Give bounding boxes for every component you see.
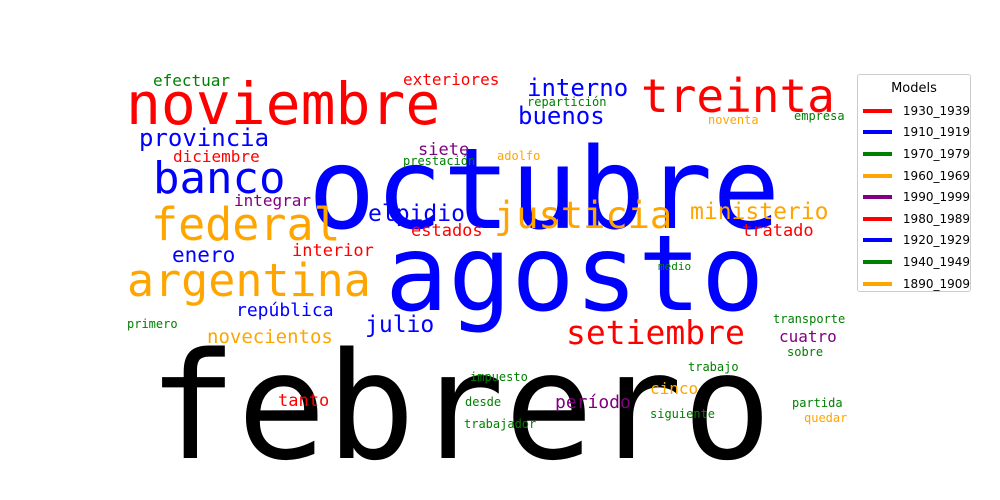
word-febrero: febrero	[148, 321, 772, 493]
word-adolfo: adolfo	[497, 149, 540, 163]
word-justicia: justicia	[494, 194, 672, 237]
legend-label: 1960_1969	[902, 168, 970, 183]
word-sobre: sobre	[787, 345, 823, 359]
legend-swatch	[863, 259, 892, 264]
word-agosto: agosto	[385, 213, 764, 335]
legend-entry: 1970_1979	[858, 143, 970, 165]
legend-entry: 1940_1949	[858, 251, 970, 273]
word-diciembre: diciembre	[173, 147, 260, 166]
word-setiembre: setiembre	[566, 313, 745, 352]
word-prestación: prestación	[403, 154, 475, 168]
word-quedar: quedar	[804, 411, 847, 425]
legend: Models 1930_1939 1910_1919 1970_1979 1960_1…	[857, 74, 971, 292]
word-transporte: transporte	[773, 312, 845, 326]
legend-label: 1910_1919	[902, 125, 970, 140]
legend-entry: 1910_1919	[858, 122, 970, 144]
legend-entry: 1960_1969	[858, 165, 970, 187]
legend-label: 1930_1939	[902, 103, 970, 118]
word-repartición: repartición	[527, 95, 606, 109]
legend-swatch	[863, 281, 892, 286]
legend-swatch	[863, 173, 892, 178]
word-integrar: integrar	[234, 191, 311, 210]
legend-entry: 1890_1909	[858, 273, 970, 295]
word-banco: banco	[153, 153, 285, 204]
word-octubre: octubre	[308, 125, 780, 255]
word-elpidio: elpidio	[368, 201, 465, 227]
legend-title: Models	[891, 81, 937, 96]
legend-swatch	[863, 151, 892, 156]
legend-entry: 1980_1989	[858, 208, 970, 230]
word-trabajador: trabajador	[464, 417, 536, 431]
word-interior: interior	[292, 241, 374, 261]
legend-label: 1890_1909	[902, 276, 970, 291]
word-noviembre: noviembre	[126, 70, 440, 138]
word-treinta: treinta	[641, 69, 835, 123]
word-federal: federal	[151, 198, 341, 251]
word-empresa: empresa	[794, 109, 845, 123]
legend-label: 1940_1949	[902, 254, 970, 269]
legend-label: 1980_1989	[902, 211, 970, 226]
legend-label: 1920_1929	[902, 233, 970, 248]
legend-swatch	[863, 195, 892, 200]
word-exteriores: exteriores	[403, 70, 499, 89]
word-provincia: provincia	[139, 124, 269, 152]
word-noventa: noventa	[708, 113, 759, 127]
legend-entry: 1930_1939	[858, 100, 970, 122]
word-cuatro: cuatro	[779, 327, 837, 346]
legend-entry: 1920_1929	[858, 230, 970, 252]
word-cinco: cinco	[650, 379, 698, 398]
word-siguiente: siguiente	[650, 407, 715, 421]
word-tratado: tratado	[742, 221, 814, 241]
word-república: república	[236, 300, 334, 321]
word-novecientos: novecientos	[207, 326, 333, 348]
word-desde: desde	[465, 395, 501, 409]
legend-entry: 1990_1999	[858, 186, 970, 208]
word-partida: partida	[792, 396, 843, 410]
word-argentina: argentina	[127, 254, 371, 307]
word-buenos: buenos	[518, 102, 605, 130]
legend-swatch	[863, 238, 892, 243]
legend-entries: 1930_1939 1910_1919 1970_1979 1960_1969 1990…	[858, 100, 970, 294]
legend-swatch	[863, 130, 892, 135]
word-medio: medio	[658, 260, 691, 273]
legend-label: 1970_1979	[902, 146, 970, 161]
word-primero: primero	[127, 317, 178, 331]
word-interno: interno	[527, 74, 628, 102]
word-enero: enero	[172, 243, 235, 267]
word-ministerio: ministerio	[690, 199, 828, 225]
word-estados: estados	[411, 221, 483, 241]
word-julio: julio	[365, 312, 434, 338]
word-efectuar: efectuar	[153, 71, 230, 90]
word-tanto: tanto	[278, 391, 329, 411]
legend-label: 1990_1999	[902, 190, 970, 205]
word-trabajo: trabajo	[688, 360, 739, 374]
word-período: período	[555, 392, 631, 413]
word-siete: siete	[418, 140, 469, 160]
legend-swatch	[863, 108, 892, 113]
legend-swatch	[863, 216, 892, 221]
word-impuesto: impuesto	[470, 370, 528, 384]
